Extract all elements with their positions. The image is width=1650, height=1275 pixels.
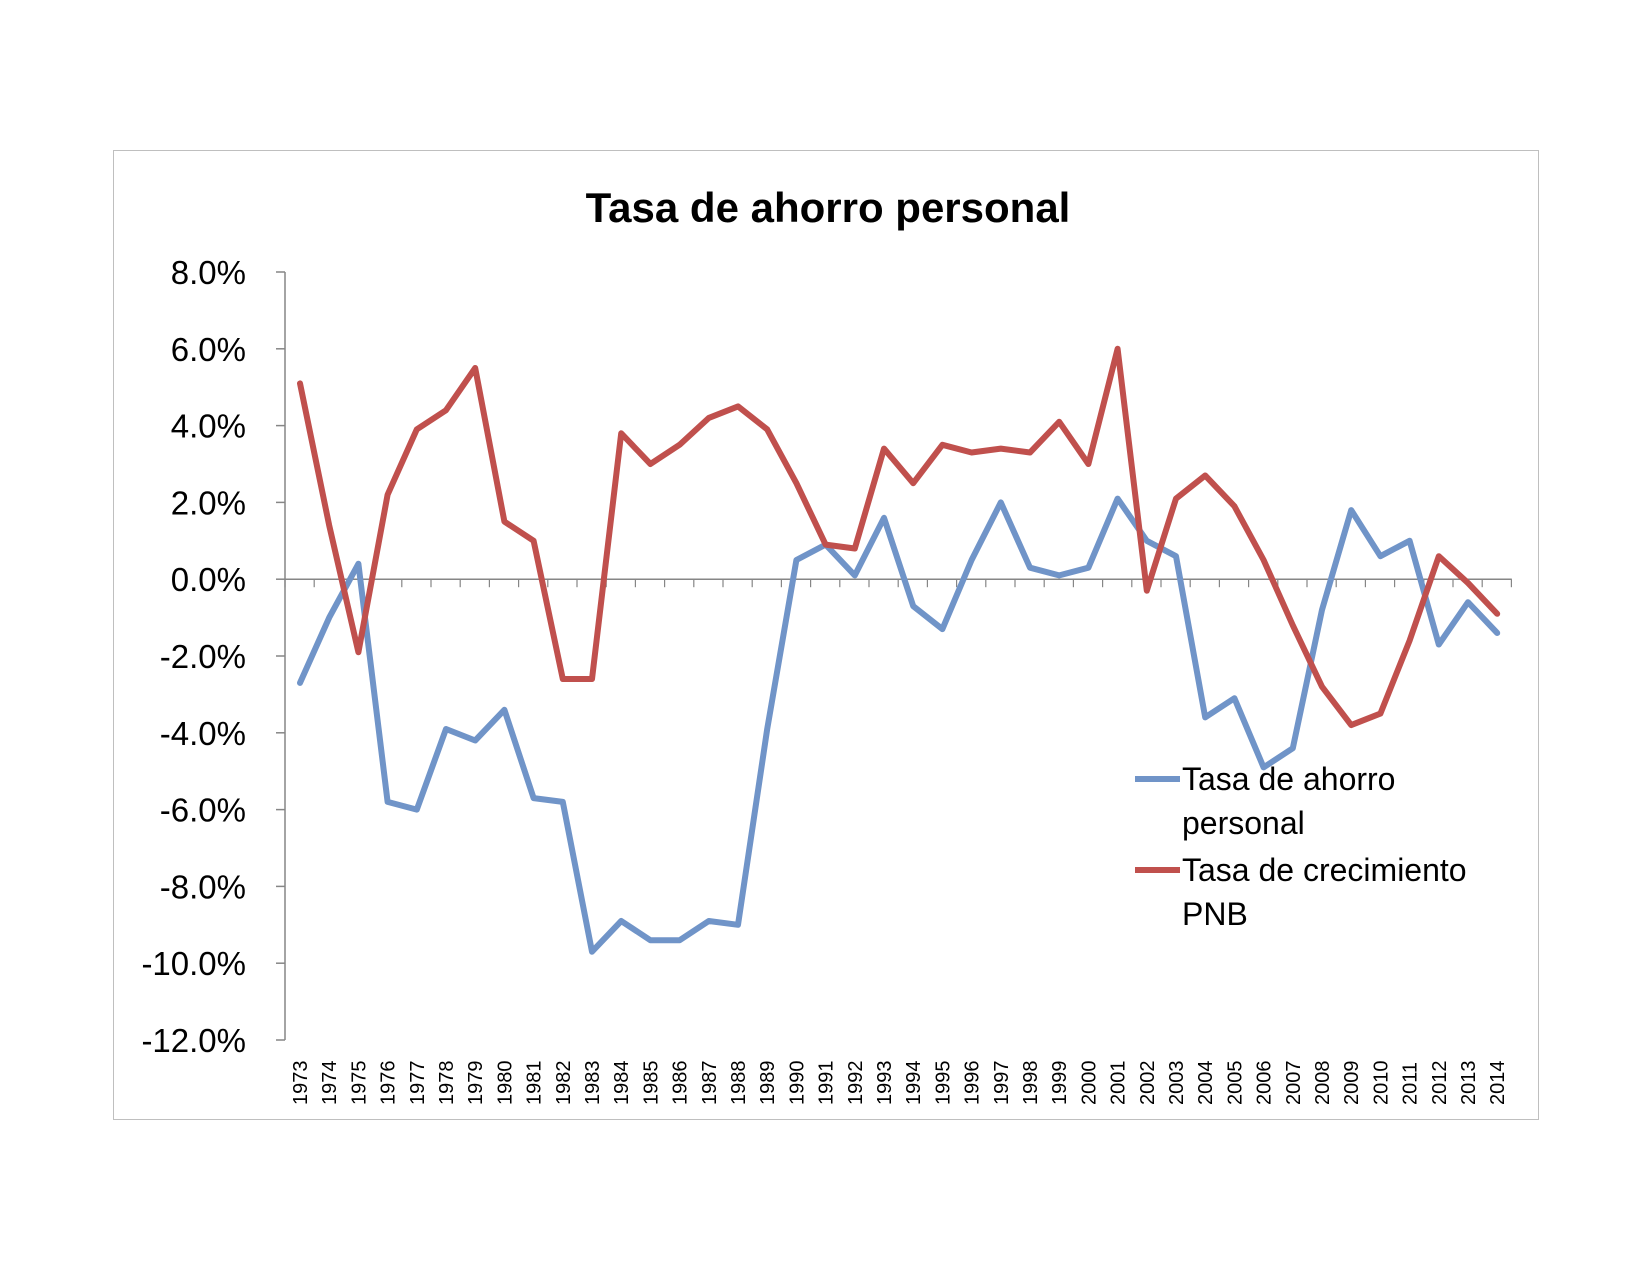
y-tick-label: -10.0% — [141, 945, 246, 982]
y-tick-label: 0.0% — [171, 561, 246, 598]
y-tick-label: 6.0% — [171, 331, 246, 368]
legend-label-2: Tasa de crecimiento — [1182, 852, 1467, 888]
x-tick-label: 2003 — [1166, 1061, 1188, 1106]
x-tick-label: 1996 — [962, 1061, 984, 1106]
x-tick-label: 1974 — [319, 1061, 341, 1106]
x-tick-label: 1982 — [553, 1061, 575, 1106]
x-tick-label: 1993 — [874, 1061, 896, 1106]
x-tick-label: 2008 — [1312, 1061, 1334, 1106]
x-tick-label: 1977 — [407, 1061, 429, 1106]
x-tick-label: 1995 — [932, 1061, 954, 1106]
y-tick-label: 8.0% — [171, 254, 246, 291]
legend: Tasa de ahorro personal Tasa de crecimient… — [1135, 761, 1467, 932]
x-tick-label: 1973 — [290, 1061, 312, 1106]
x-tick-label: 2012 — [1429, 1061, 1451, 1106]
x-tick-label: 1988 — [728, 1061, 750, 1106]
x-tick-label: 2007 — [1283, 1061, 1305, 1106]
x-tick-label: 1985 — [640, 1061, 662, 1106]
chart-frame — [113, 150, 1539, 1120]
x-tick-label: 2002 — [1137, 1061, 1159, 1106]
x-tick-label: 2004 — [1195, 1061, 1217, 1106]
x-tick-label: 1981 — [524, 1061, 546, 1106]
y-tick-label: -8.0% — [160, 868, 246, 905]
x-tick-label: 1979 — [465, 1061, 487, 1106]
y-tick-label: -12.0% — [141, 1022, 246, 1059]
x-tick-label: 2013 — [1458, 1061, 1480, 1106]
legend-label-1: Tasa de ahorro — [1182, 761, 1395, 797]
series-layer — [297, 345, 1501, 955]
x-tick-label: 2006 — [1254, 1061, 1276, 1106]
x-tick-label: 2011 — [1400, 1062, 1422, 1105]
x-tick-label: 1980 — [494, 1061, 516, 1106]
y-tick-label: 2.0% — [171, 484, 246, 521]
y-axis: 8.0% 6.0% 4.0% 2.0% 0.0% -2.0% -4.0% -6.0% -8.0%… — [141, 254, 286, 1059]
x-tick-label: 2009 — [1341, 1061, 1363, 1106]
x-tick-label: 1987 — [699, 1061, 721, 1106]
x-tick-label: 1976 — [378, 1061, 400, 1106]
series-line-1 — [297, 495, 1501, 955]
x-tick-label: 1983 — [582, 1061, 604, 1106]
x-tick-label: 1986 — [670, 1061, 692, 1106]
x-tick-label: 2014 — [1487, 1061, 1509, 1106]
x-tick-label: 1994 — [903, 1061, 925, 1106]
x-tick-label: 1978 — [436, 1061, 458, 1106]
legend-label-1-cont: personal — [1182, 805, 1305, 841]
x-tick-label: 1992 — [845, 1061, 867, 1106]
x-tick-label: 1998 — [1020, 1061, 1042, 1106]
legend-label-2-cont: PNB — [1182, 896, 1248, 932]
y-tick-label: 4.0% — [171, 408, 246, 445]
x-tick-label: 2005 — [1224, 1061, 1246, 1106]
y-tick-label: -4.0% — [160, 715, 246, 752]
x-tick-label: 2000 — [1078, 1061, 1100, 1106]
x-tick-label: 2001 — [1108, 1061, 1130, 1106]
x-axis: 1973 1974 1975 1976 1977 1978 1979 1980 1981 1982… — [284, 578, 1513, 1106]
x-tick-label: 1990 — [786, 1061, 808, 1106]
x-tick-label: 1991 — [816, 1061, 838, 1106]
x-tick-label: 1997 — [991, 1061, 1013, 1106]
series-line-2 — [297, 345, 1501, 729]
x-tick-label: 1999 — [1049, 1061, 1071, 1106]
x-tick-label: 1975 — [348, 1061, 370, 1106]
x-tick-label: 1989 — [757, 1061, 779, 1106]
y-tick-label: -2.0% — [160, 638, 246, 675]
x-tick-label: 1984 — [611, 1061, 633, 1106]
y-tick-label: -6.0% — [160, 792, 246, 829]
x-tick-label: 2010 — [1370, 1061, 1392, 1106]
chart-title: Tasa de ahorro personal — [586, 184, 1071, 231]
